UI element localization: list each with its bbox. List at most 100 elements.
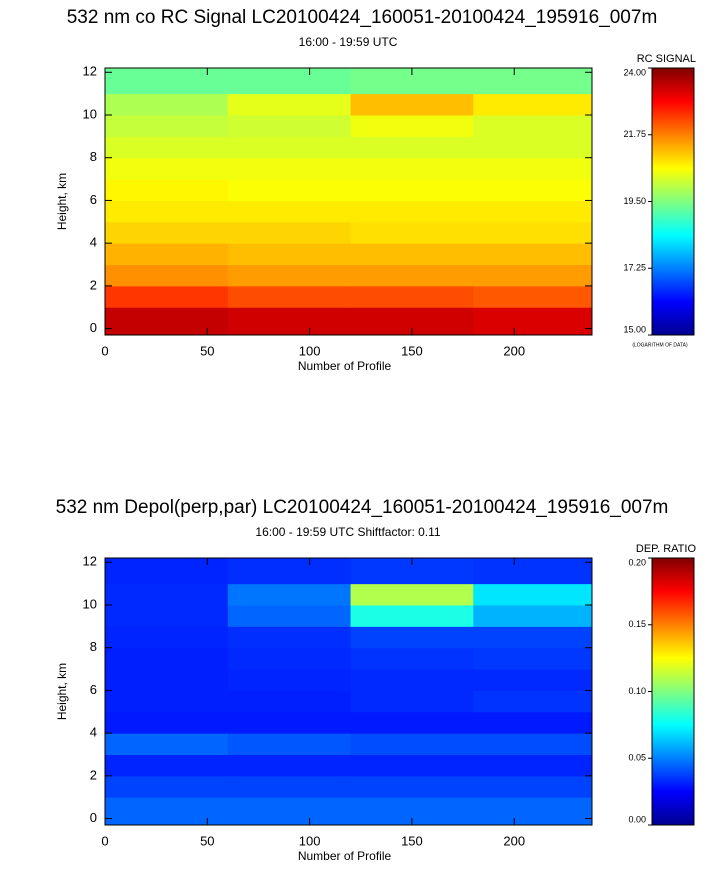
heatmap-cell — [105, 68, 229, 95]
heatmap-cell — [105, 797, 229, 826]
chart-title: 532 nm Depol(perp,par) LC20100424_160051… — [56, 497, 669, 518]
colorbar-tick-label: 0.00 — [628, 814, 646, 824]
heatmap-cell — [227, 583, 352, 606]
heatmap-cell — [350, 93, 474, 116]
heatmap-cell — [105, 754, 229, 777]
y-tick-label: 12 — [83, 554, 97, 569]
chart: 532 nm co RC Signal LC20100424_160051-20… — [55, 7, 696, 373]
heatmap-cell — [350, 136, 474, 159]
heatmap-cell — [227, 733, 352, 756]
heatmap-cell — [350, 626, 474, 649]
y-tick-label: 4 — [90, 725, 97, 740]
y-tick-label: 12 — [83, 64, 97, 79]
heatmap-cell — [473, 114, 593, 137]
heatmap-cell — [227, 221, 352, 244]
colorbar — [651, 557, 695, 826]
heatmap-cell — [473, 136, 593, 159]
colorbar-tick-label: 17.25 — [623, 263, 646, 273]
x-tick-label: 200 — [503, 833, 525, 848]
colorbar-tick-label: 24.00 — [623, 67, 646, 77]
y-tick-label: 10 — [83, 596, 97, 611]
chart-subtitle: 16:00 - 19:59 UTC Shiftfactor: 0.11 — [255, 525, 441, 539]
heatmap-cell — [227, 243, 352, 266]
heatmap-cell — [227, 558, 352, 585]
heatmap-cell — [105, 179, 229, 201]
colorbar-tick-label: 0.10 — [628, 686, 646, 696]
heatmap-cell — [473, 307, 593, 336]
y-axis-label: Height, km — [55, 663, 69, 720]
heatmap-cell — [350, 647, 474, 670]
heatmap-cell — [473, 157, 593, 180]
x-tick-label: 50 — [200, 343, 214, 358]
colorbar-label: RC SIGNAL — [637, 53, 696, 65]
heatmap-cell — [105, 690, 229, 713]
heatmap-cell — [350, 157, 474, 180]
colorbar — [651, 67, 695, 336]
y-tick-label: 0 — [90, 810, 97, 825]
heatmap-cell — [105, 647, 229, 670]
heatmap-cell — [473, 604, 593, 627]
heatmap-cell — [350, 285, 474, 308]
y-tick-label: 0 — [90, 320, 97, 335]
plot-frame — [104, 557, 593, 826]
x-tick-label: 100 — [299, 833, 321, 848]
colorbar-tick-label: 0.05 — [628, 753, 646, 763]
heatmap-cell — [227, 775, 352, 798]
heatmap-cell — [105, 200, 229, 223]
plot-frame — [104, 67, 593, 336]
heatmap-cell — [473, 243, 593, 266]
x-tick-label: 200 — [503, 343, 525, 358]
colorbar-tick-label: 0.20 — [628, 557, 646, 567]
x-axis-label: Number of Profile — [298, 359, 392, 373]
heatmap-cell — [350, 733, 474, 756]
heatmap-cell — [227, 669, 352, 691]
heatmap-cell — [350, 775, 474, 798]
heatmap-cell — [473, 626, 593, 649]
heatmap-cell — [105, 775, 229, 798]
heatmap-cell — [473, 68, 593, 95]
y-tick-label: 6 — [90, 192, 97, 207]
heatmap-cell — [473, 733, 593, 756]
heatmap-cell — [473, 775, 593, 798]
heatmap-cell — [105, 114, 229, 137]
heatmap-cell — [473, 711, 593, 734]
heatmap-cell — [105, 733, 229, 756]
heatmap-cell — [227, 93, 352, 116]
heatmap-cell — [105, 307, 229, 336]
x-tick-label: 150 — [401, 833, 423, 848]
colorbar-label: DEP. RATIO — [636, 543, 697, 555]
heatmap-cell — [105, 221, 229, 244]
heatmap-cell — [350, 690, 474, 713]
colorbar-tick-label: 15.00 — [623, 324, 646, 334]
colorbar-tick-label: 0.15 — [628, 619, 646, 629]
heatmap-cell — [473, 558, 593, 585]
chart-subtitle: 16:00 - 19:59 UTC — [299, 35, 398, 49]
y-tick-label: 8 — [90, 149, 97, 164]
heatmap-cell — [227, 114, 352, 137]
heatmap-cell — [105, 583, 229, 606]
heatmap-cell — [227, 68, 352, 95]
heatmap-cell — [105, 285, 229, 308]
heatmap-cell — [105, 136, 229, 159]
heatmap-cell — [227, 179, 352, 201]
heatmap-cell — [105, 93, 229, 116]
heatmap-cell — [227, 711, 352, 734]
heatmap-cell — [473, 221, 593, 244]
heatmap-cell — [350, 264, 474, 287]
heatmap-cell — [105, 264, 229, 287]
heatmap-cell — [473, 647, 593, 670]
colorbar-tick-label: 19.50 — [623, 196, 646, 206]
heatmap-cell — [105, 157, 229, 180]
heatmap-cell — [105, 558, 229, 585]
heatmap-cell — [227, 604, 352, 627]
heatmap-cell — [227, 136, 352, 159]
colorbar-note: (LOGARITHM OF DATA) — [632, 342, 688, 348]
heatmap-cell — [350, 200, 474, 223]
x-tick-label: 50 — [200, 833, 214, 848]
heatmap-cell — [473, 754, 593, 777]
x-axis-label: Number of Profile — [298, 849, 392, 863]
y-tick-label: 6 — [90, 682, 97, 697]
heatmap-cell — [105, 669, 229, 691]
x-tick-label: 150 — [401, 343, 423, 358]
